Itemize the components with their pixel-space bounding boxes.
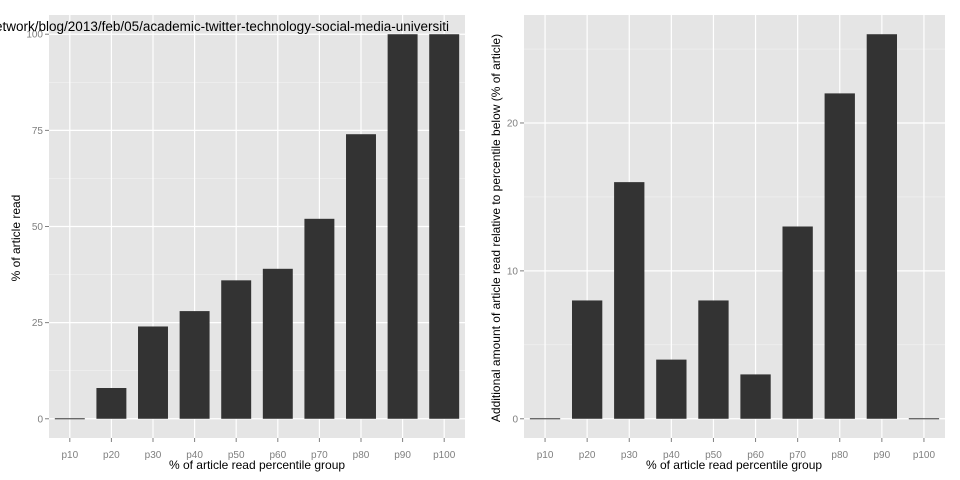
- x-tick-label: p70: [789, 450, 806, 461]
- bar-p30: [614, 182, 645, 419]
- x-tick-label: p50: [705, 450, 722, 461]
- x-tick-label: p80: [353, 450, 370, 461]
- bars: [529, 34, 940, 420]
- bar-p100: [908, 418, 940, 420]
- x-ticks: p10 p20 p30 p40 p50 p60 p70 p80 p90 p100: [61, 438, 456, 461]
- bar-p50: [698, 300, 729, 419]
- bar-p10: [54, 418, 85, 420]
- x-ticks: p10 p20 p30 p40 p50 p60 p70 p80 p90 p100: [537, 438, 936, 461]
- x-tick-label: p20: [103, 450, 120, 461]
- x-tick-label: p60: [269, 450, 286, 461]
- bar-p70: [304, 218, 335, 419]
- x-axis-title: % of article read percentile group: [646, 458, 822, 472]
- x-tick-label: p100: [433, 450, 456, 461]
- x-tick-label: p30: [621, 450, 638, 461]
- x-tick-label: p90: [394, 450, 411, 461]
- y-tick-label: 50: [32, 222, 44, 233]
- y-ticks: 0 10 20: [507, 118, 524, 425]
- bar-p100: [429, 34, 460, 419]
- x-tick-label: p50: [228, 450, 245, 461]
- x-tick-label: p40: [186, 450, 203, 461]
- x-tick-label: p10: [61, 450, 78, 461]
- bars: [54, 34, 460, 420]
- y-tick-label: 25: [32, 318, 44, 329]
- y-axis-title: % of article read: [9, 195, 23, 282]
- bar-p20: [96, 388, 127, 419]
- bar-p10: [529, 418, 561, 420]
- x-tick-label: p10: [537, 450, 554, 461]
- bar-p20: [571, 300, 603, 419]
- bar-p50: [221, 280, 252, 419]
- y-tick-label: 10: [507, 266, 519, 277]
- bar-p80: [824, 93, 855, 419]
- bar-p70: [782, 226, 813, 419]
- bar-p90: [387, 34, 418, 419]
- bar-p60: [262, 268, 293, 419]
- x-tick-label: p80: [831, 450, 848, 461]
- x-tick-label: p90: [874, 450, 891, 461]
- y-axis-title: Additional amount of article read relati…: [489, 34, 503, 422]
- bar-p80: [346, 134, 376, 419]
- bar-p40: [656, 359, 687, 419]
- bar-p90: [866, 34, 898, 419]
- bar-p30: [138, 326, 168, 419]
- bar-p60: [740, 374, 771, 419]
- y-tick-label: 75: [32, 126, 44, 137]
- y-tick-label: 20: [507, 118, 519, 129]
- x-tick-label: p20: [579, 450, 596, 461]
- chart-right: 0 10 20 p10 p20 p30 p40 p50 p60 p70 p80 p90 p100 % …: [489, 15, 945, 472]
- x-tick-label: p70: [311, 450, 328, 461]
- y-tick-label: 100: [26, 30, 43, 41]
- x-axis-title: % of article read percentile group: [169, 458, 345, 472]
- x-tick-label: p40: [663, 450, 680, 461]
- y-ticks: 0 25 50 75 100: [26, 30, 49, 425]
- x-tick-label: p30: [145, 450, 162, 461]
- x-tick-label: p60: [747, 450, 764, 461]
- y-tick-label: 0: [37, 414, 43, 425]
- chart-title: etwork/blog/2013/feb/05/academic-twitter…: [0, 19, 449, 34]
- x-tick-label: p100: [913, 450, 936, 461]
- bar-p40: [179, 311, 210, 419]
- y-tick-label: 0: [512, 414, 518, 425]
